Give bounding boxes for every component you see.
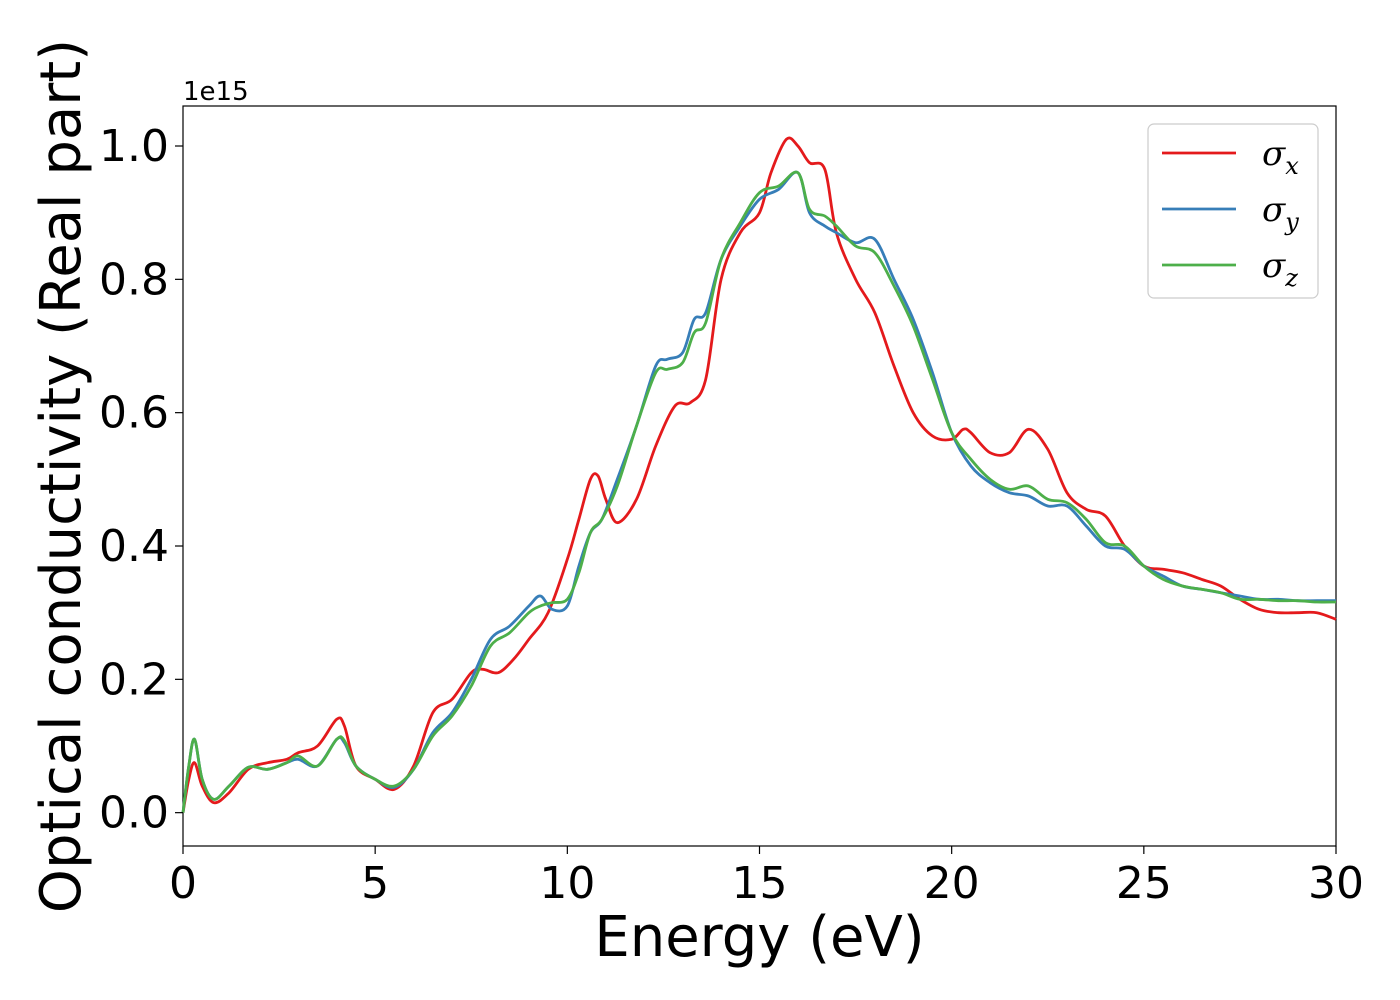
x-tick-label: 20 (924, 858, 980, 909)
legend-label-2: σz (1262, 246, 1298, 292)
y-tick-label: 0.8 (99, 254, 169, 305)
y-offset-label: 1e15 (183, 77, 249, 107)
series-line-2 (181, 170, 1337, 813)
y-tick-label: 0.6 (99, 388, 169, 439)
y-tick-label: 1.0 (99, 121, 169, 172)
x-tick-label: 5 (361, 858, 389, 909)
x-axis-ticks: 0 5 10 15 20 25 30 (169, 846, 1364, 909)
x-axis-label: Energy (eV) (594, 905, 924, 970)
y-axis-ticks: 0.0 0.2 0.4 0.6 0.8 1.0 (99, 121, 183, 839)
y-tick-label: 0.4 (99, 521, 169, 572)
legend-frame (1147, 123, 1319, 299)
series-line-0 (181, 136, 1337, 813)
x-tick-label: 15 (732, 858, 788, 909)
x-tick-label: 0 (169, 858, 197, 909)
legend: σx σy σz (1147, 123, 1319, 299)
y-axis-label: Optical conductivity (Real part) (29, 39, 94, 913)
legend-label-1: σy (1262, 190, 1299, 236)
x-tick-label: 30 (1308, 858, 1364, 909)
x-tick-label: 25 (1116, 858, 1172, 909)
y-tick-label: 0.2 (99, 654, 169, 705)
x-tick-label: 10 (539, 858, 595, 909)
series-layer (181, 136, 1337, 813)
y-tick-label: 0.0 (99, 788, 169, 839)
legend-label-0: σx (1262, 134, 1299, 180)
